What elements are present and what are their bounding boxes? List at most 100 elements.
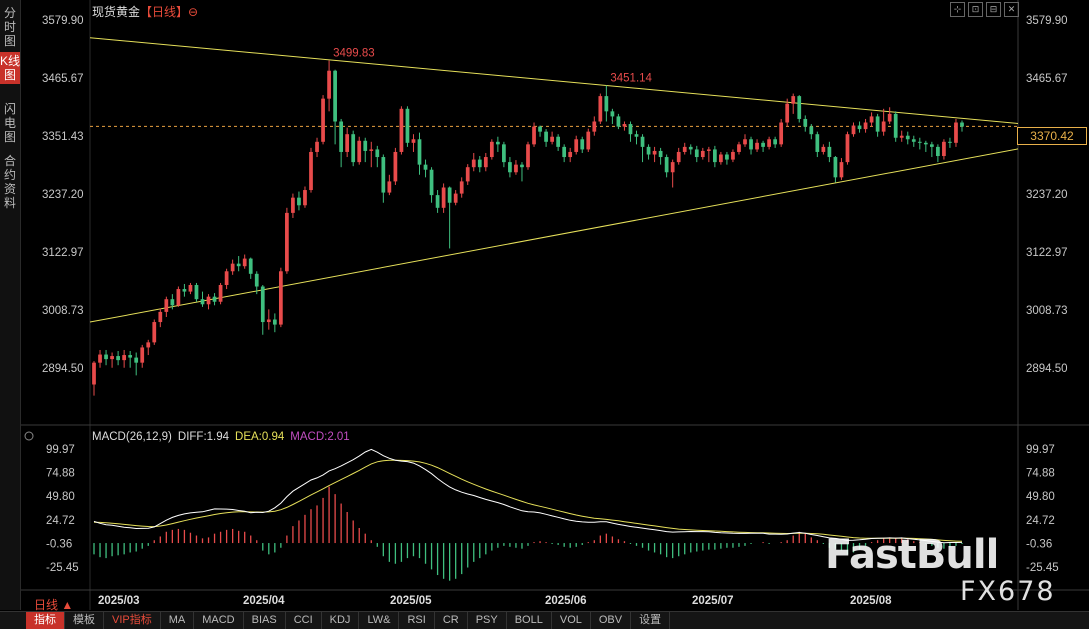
indicator-tab-14[interactable]: OBV bbox=[591, 612, 632, 629]
candle-body-68 bbox=[502, 144, 506, 163]
indicator-tab-6[interactable]: CCI bbox=[286, 612, 322, 629]
indicator-tab-5[interactable]: BIAS bbox=[244, 612, 286, 629]
sidebar-tab-1[interactable]: K线图 bbox=[0, 52, 21, 84]
candle-body-42 bbox=[345, 134, 350, 152]
macd-tick-left-3: 24.72 bbox=[46, 515, 75, 527]
candle-body-92 bbox=[646, 146, 651, 155]
candle-body-72 bbox=[526, 144, 530, 168]
watermark-brand: FastBull bbox=[825, 532, 999, 578]
candle-body-17 bbox=[194, 284, 199, 300]
candle-body-124 bbox=[839, 162, 844, 178]
candle-body-136 bbox=[911, 139, 916, 142]
sidebar-tab-0[interactable]: 分时图 bbox=[3, 6, 16, 48]
candle-body-26 bbox=[248, 258, 253, 274]
sidebar-tab-3[interactable]: 合约资料 bbox=[3, 154, 16, 210]
candle-body-98 bbox=[682, 146, 687, 152]
candle-body-25 bbox=[242, 258, 247, 267]
price-tick-left-3: 3237.20 bbox=[42, 189, 84, 201]
indicator-tab-7[interactable]: KDJ bbox=[322, 612, 360, 629]
candle-body-128 bbox=[863, 122, 868, 130]
indicator-tab-10[interactable]: CR bbox=[435, 612, 468, 629]
indicator-tab-11[interactable]: PSY bbox=[468, 612, 507, 629]
candle-body-33 bbox=[291, 197, 295, 213]
candle-body-31 bbox=[278, 271, 283, 325]
price-tick-left-4: 3122.97 bbox=[42, 247, 84, 259]
candle-body-6 bbox=[128, 355, 133, 358]
candle-body-44 bbox=[357, 140, 362, 163]
settings-icon[interactable]: ⊖ bbox=[188, 5, 199, 19]
close-icon[interactable]: ✕ bbox=[1004, 2, 1019, 17]
indicator-tab-15[interactable]: 设置 bbox=[631, 612, 671, 629]
candle-body-29 bbox=[266, 319, 271, 323]
candle-body-81 bbox=[580, 139, 585, 150]
candle-body-65 bbox=[483, 157, 488, 168]
price-tick-right-1: 3465.67 bbox=[1026, 73, 1068, 85]
indicator-tab-4[interactable]: MACD bbox=[194, 612, 244, 629]
candle-body-71 bbox=[520, 164, 524, 168]
period-label[interactable]: 日线 ▲ bbox=[34, 598, 74, 612]
candle-body-79 bbox=[568, 151, 573, 158]
chart-controls: ⊹ ⊡ ⊟ ✕ bbox=[950, 2, 1019, 17]
macd-tick-right-0: 99.97 bbox=[1026, 444, 1055, 456]
indicator-tab-12[interactable]: BOLL bbox=[507, 612, 552, 629]
candle-body-107 bbox=[737, 144, 741, 152]
candle-body-64 bbox=[477, 159, 482, 168]
macd-pane-icon[interactable] bbox=[24, 431, 34, 441]
indicator-tab-1[interactable]: 模板 bbox=[65, 612, 104, 629]
candle-body-133 bbox=[893, 113, 898, 138]
indicator-tab-13[interactable]: VOL bbox=[552, 612, 591, 629]
candle-body-43 bbox=[351, 134, 356, 163]
macd-tick-left-5: -25.45 bbox=[46, 562, 79, 574]
restore-icon[interactable]: ⊟ bbox=[986, 2, 1001, 17]
candle-body-12 bbox=[164, 299, 169, 312]
candle-body-30 bbox=[272, 319, 277, 325]
candle-body-56 bbox=[429, 169, 434, 196]
price-tick-right-3: 3237.20 bbox=[1026, 189, 1068, 201]
candle-body-66 bbox=[489, 141, 494, 158]
macd-tick-left-1: 74.88 bbox=[46, 468, 75, 480]
candle-body-37 bbox=[315, 141, 319, 152]
indicator-tab-2[interactable]: VIP指标 bbox=[104, 612, 161, 629]
macd-tick-left-0: 99.97 bbox=[46, 444, 75, 456]
candle-body-11 bbox=[158, 311, 163, 323]
trend-line-lower bbox=[89, 148, 1019, 323]
candle-body-60 bbox=[453, 193, 458, 203]
candle-body-93 bbox=[652, 150, 657, 155]
candle-body-116 bbox=[791, 96, 796, 104]
candle-body-5 bbox=[122, 355, 127, 361]
candle-body-55 bbox=[423, 164, 428, 170]
indicator-tab-9[interactable]: RSI bbox=[399, 612, 435, 629]
crosshair-icon[interactable]: ⊹ bbox=[950, 2, 965, 17]
candle-body-47 bbox=[375, 149, 380, 158]
candle-body-53 bbox=[411, 139, 416, 143]
indicator-tab-8[interactable]: LW& bbox=[359, 612, 400, 629]
candle-body-82 bbox=[586, 131, 591, 150]
macd-tick-left-2: 49.80 bbox=[46, 491, 75, 503]
high-annotation-2: 3451.14 bbox=[610, 72, 652, 84]
sidebar-tab-2[interactable]: 闪电图 bbox=[3, 102, 16, 144]
indicator-tab-0[interactable]: 指标 bbox=[26, 612, 65, 629]
candle-body-94 bbox=[658, 150, 663, 158]
candle-body-34 bbox=[297, 197, 301, 206]
candle-body-61 bbox=[459, 181, 464, 194]
candle-body-125 bbox=[845, 134, 850, 163]
sidebar: 分时图 K线图闪电图合约资料 bbox=[0, 0, 21, 610]
candle-body-50 bbox=[393, 151, 398, 182]
price-tick-right-0: 3579.90 bbox=[1026, 15, 1068, 27]
candle-body-109 bbox=[749, 139, 753, 150]
candle-body-87 bbox=[616, 116, 621, 127]
time-label-5: 2025/08 bbox=[850, 595, 892, 607]
price-tick-left-1: 3465.67 bbox=[42, 73, 84, 85]
candle-body-117 bbox=[797, 96, 802, 119]
indicator-tab-3[interactable]: MA bbox=[161, 612, 195, 629]
candle-body-111 bbox=[761, 142, 765, 147]
macd-tick-right-5: -25.45 bbox=[1026, 562, 1059, 574]
candle-body-39 bbox=[327, 70, 331, 99]
candle-body-106 bbox=[731, 151, 735, 160]
chart-header: 现货黄金【日线】⊖ bbox=[92, 3, 198, 20]
candle-body-108 bbox=[743, 139, 747, 145]
diff-line bbox=[93, 448, 963, 544]
zoom-icon[interactable]: ⊡ bbox=[968, 2, 983, 17]
period-selector[interactable]: 【日线】 bbox=[140, 5, 189, 19]
